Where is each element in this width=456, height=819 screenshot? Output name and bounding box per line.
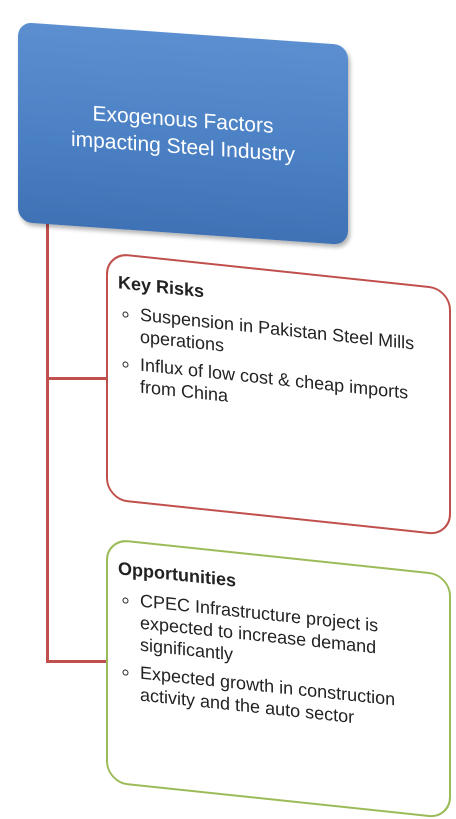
- connector: [46, 185, 49, 663]
- connector: [46, 660, 108, 663]
- risks-box: Key Risks Suspension in Pakistan Steel M…: [106, 252, 451, 537]
- bullet-list: CPEC Infrastructure project is expected …: [118, 587, 441, 737]
- connector: [46, 377, 108, 380]
- opportunities-box: Opportunities CPEC Infrastructure projec…: [106, 538, 451, 819]
- header-box: Exogenous Factors impacting Steel Indust…: [18, 22, 348, 246]
